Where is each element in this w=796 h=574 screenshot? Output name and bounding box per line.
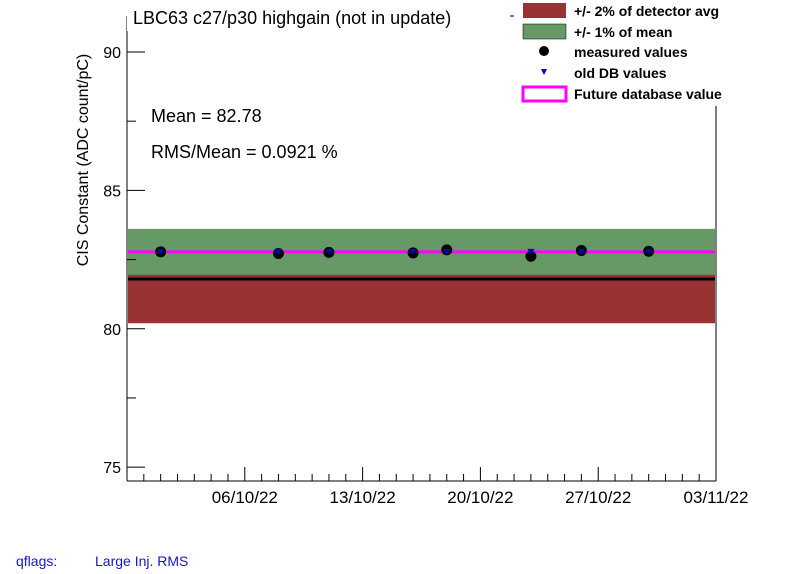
legend-marker-old-db	[541, 69, 547, 75]
legend-marker-measured	[539, 46, 549, 56]
y-tick-label: 90	[103, 45, 121, 62]
old-db-point	[274, 248, 282, 255]
y-axis-label: CIS Constant (ADC count/pC)	[75, 54, 92, 267]
x-tick-label: 13/10/22	[330, 488, 396, 507]
old-db-point	[443, 248, 451, 255]
legend-entry-old-db: old DB values	[574, 65, 667, 81]
old-db-point	[527, 248, 535, 255]
x-tick-label: 20/10/22	[447, 488, 513, 507]
measured-point	[525, 250, 537, 262]
data-points	[155, 244, 655, 262]
legend-swatch-1pct	[522, 23, 567, 40]
y-tick-label: 75	[103, 460, 121, 477]
legend-swatch-2pct	[523, 3, 566, 18]
y-ticks: 75 80 85 90	[103, 45, 145, 477]
rms-annotation: RMS/Mean = 0.0921 %	[151, 142, 338, 162]
x-tick-label: 27/10/22	[565, 488, 631, 507]
old-db-point	[645, 248, 653, 255]
old-db-point	[325, 248, 333, 255]
x-tick-label: 03/11/22	[684, 488, 749, 507]
legend-entry-1pct: +/- 1% of mean	[574, 24, 672, 40]
old-db-point	[157, 248, 165, 255]
legend: +/- 2% of detector avg +/- 1% of mean me…	[514, 0, 750, 106]
old-db-point	[409, 248, 417, 255]
qflags-value: Large Inj. RMS	[95, 553, 189, 569]
y-tick-label: 85	[103, 183, 121, 200]
title-background	[127, 5, 510, 31]
x-ticks: 06/10/22 13/10/22 20/10/22 27/10/22 03/11/22	[126, 467, 749, 507]
chart-title: LBC63 c27/p30 highgain (not in update)	[133, 8, 451, 28]
legend-entry-future-db: Future database value	[574, 86, 722, 102]
mean-annotation: Mean = 82.78	[151, 106, 262, 126]
old-db-point	[577, 248, 585, 255]
x-tick-label: 06/10/22	[212, 488, 278, 507]
y-tick-label: 80	[103, 322, 121, 339]
legend-entry-measured: measured values	[574, 44, 688, 60]
qflags-label: qflags:	[16, 553, 58, 569]
legend-entry-2pct: +/- 2% of detector avg	[574, 3, 719, 19]
legend-swatch-future-db	[521, 85, 568, 103]
